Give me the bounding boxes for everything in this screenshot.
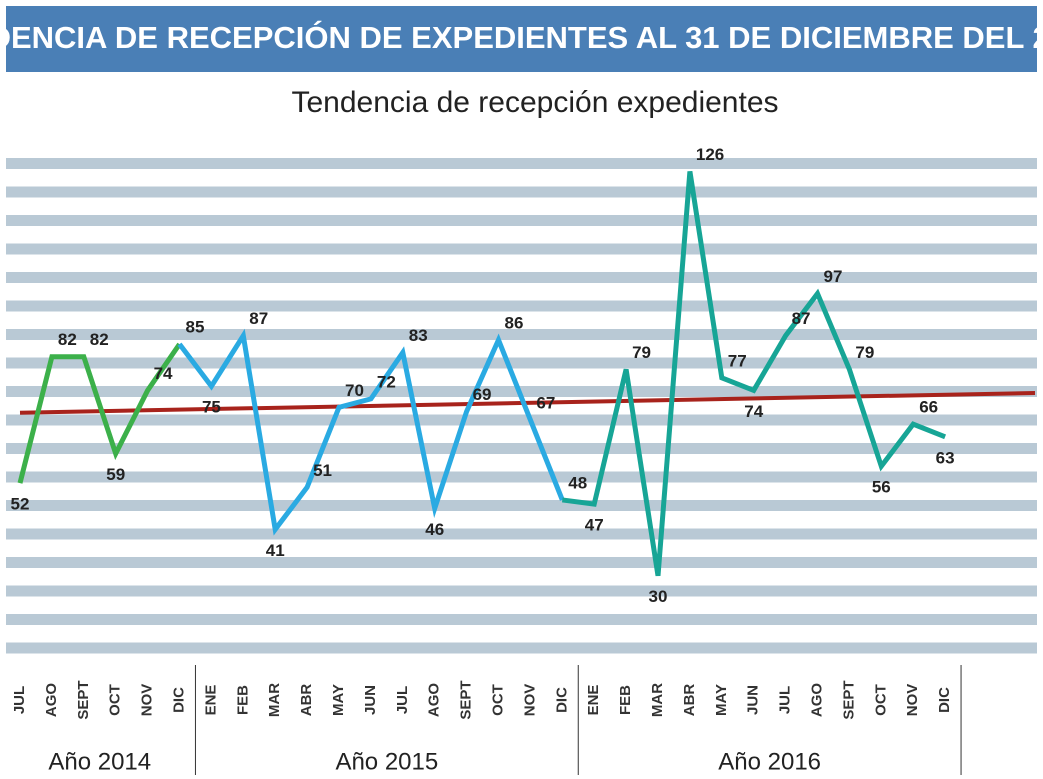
- x-tick-label: MAY: [330, 684, 347, 716]
- x-tick-label: OCT: [489, 684, 506, 716]
- x-tick-label: ENE: [585, 685, 602, 716]
- series-line: [17, 342, 182, 484]
- data-label: 67: [536, 393, 555, 412]
- data-label: 47: [585, 516, 604, 535]
- x-tick-label: MAR: [649, 683, 666, 717]
- stripe: [6, 471, 1037, 483]
- x-tick-label: DIC: [170, 687, 187, 713]
- data-label: 63: [936, 448, 955, 467]
- data-label: 41: [266, 541, 285, 560]
- data-label: 52: [11, 495, 30, 514]
- x-tick-label: NOV: [139, 684, 156, 717]
- data-label: 97: [824, 267, 843, 286]
- data-label: 72: [377, 372, 396, 391]
- stripe: [6, 243, 1037, 255]
- x-tick-label: OCT: [107, 684, 124, 716]
- stripe: [6, 500, 1037, 511]
- x-tick-label: JUL: [394, 686, 411, 714]
- header-title: TENDENCIA DE RECEPCIÓN DE EXPEDIENTES AL…: [0, 19, 1043, 55]
- x-tick-label: ABR: [681, 684, 698, 717]
- x-tick-label: MAY: [713, 684, 730, 716]
- group-label: Año 2014: [48, 748, 151, 775]
- stripe: [6, 557, 1037, 568]
- series-line: [177, 328, 565, 536]
- data-label: 75: [202, 398, 221, 417]
- data-label: 48: [568, 473, 587, 492]
- data-label: 82: [90, 330, 109, 349]
- data-label: 74: [744, 402, 763, 421]
- stripe: [6, 215, 1037, 226]
- data-label: 77: [728, 351, 747, 370]
- x-tick-label: AGO: [43, 683, 60, 718]
- x-tick-label: MAR: [266, 683, 283, 717]
- x-tick-label: NOV: [904, 684, 921, 717]
- x-tick-label: SEPT: [840, 680, 857, 719]
- data-label: 70: [345, 381, 364, 400]
- stripe: [6, 414, 1037, 426]
- x-tick-label: NOV: [521, 684, 538, 717]
- chart-title: Tendencia de recepción expedientes: [291, 86, 778, 119]
- x-tick-label: JUN: [745, 685, 762, 715]
- data-label: 82: [58, 330, 77, 349]
- stripe: [6, 272, 1037, 283]
- stripe: [6, 528, 1037, 540]
- data-label: 74: [154, 364, 173, 383]
- data-label: 59: [106, 465, 125, 484]
- group-label: Año 2015: [335, 748, 438, 775]
- x-tick-label: FEB: [234, 685, 251, 715]
- data-label: 87: [792, 309, 811, 328]
- data-label: 85: [186, 318, 205, 337]
- series-line: [561, 171, 947, 577]
- stripe: [6, 158, 1037, 169]
- background-stripes: [6, 158, 1037, 654]
- stripe: [6, 642, 1037, 654]
- x-tick-label: JUL: [11, 686, 28, 714]
- data-label: 66: [919, 398, 938, 417]
- data-label: 56: [872, 478, 891, 497]
- x-tick-label: JUN: [362, 685, 379, 715]
- x-tick-label: ABR: [298, 684, 315, 717]
- stripe: [6, 357, 1037, 369]
- stripe: [6, 614, 1037, 625]
- data-label: 46: [425, 520, 444, 539]
- data-label: 87: [249, 309, 268, 328]
- header-bar: [6, 6, 1037, 72]
- data-label: 79: [632, 343, 651, 362]
- stripe: [6, 443, 1037, 454]
- stripe: [6, 329, 1037, 340]
- stripe: [6, 585, 1037, 597]
- stripe: [6, 186, 1037, 198]
- x-tick-label: ENE: [202, 685, 219, 716]
- x-tick-label: AGO: [426, 683, 443, 718]
- data-label: 86: [505, 313, 524, 332]
- x-tick-label: SEPT: [75, 680, 92, 719]
- x-tick-label: DIC: [936, 687, 953, 713]
- data-label: 83: [409, 326, 428, 345]
- data-label: 30: [649, 587, 668, 606]
- stripe: [6, 300, 1037, 312]
- x-tick-label: DIC: [553, 687, 570, 713]
- x-tick-label: SEPT: [458, 680, 475, 719]
- data-label: 79: [855, 343, 874, 362]
- data-label: 51: [313, 461, 332, 480]
- data-label: 69: [473, 385, 492, 404]
- x-tick-label: OCT: [872, 684, 889, 716]
- trend-line: [19, 390, 1036, 415]
- data-label: 126: [696, 145, 724, 164]
- x-tick-label: AGO: [808, 683, 825, 718]
- x-tick-label: FEB: [617, 685, 634, 715]
- group-label: Año 2016: [718, 748, 821, 775]
- x-tick-label: JUL: [777, 686, 794, 714]
